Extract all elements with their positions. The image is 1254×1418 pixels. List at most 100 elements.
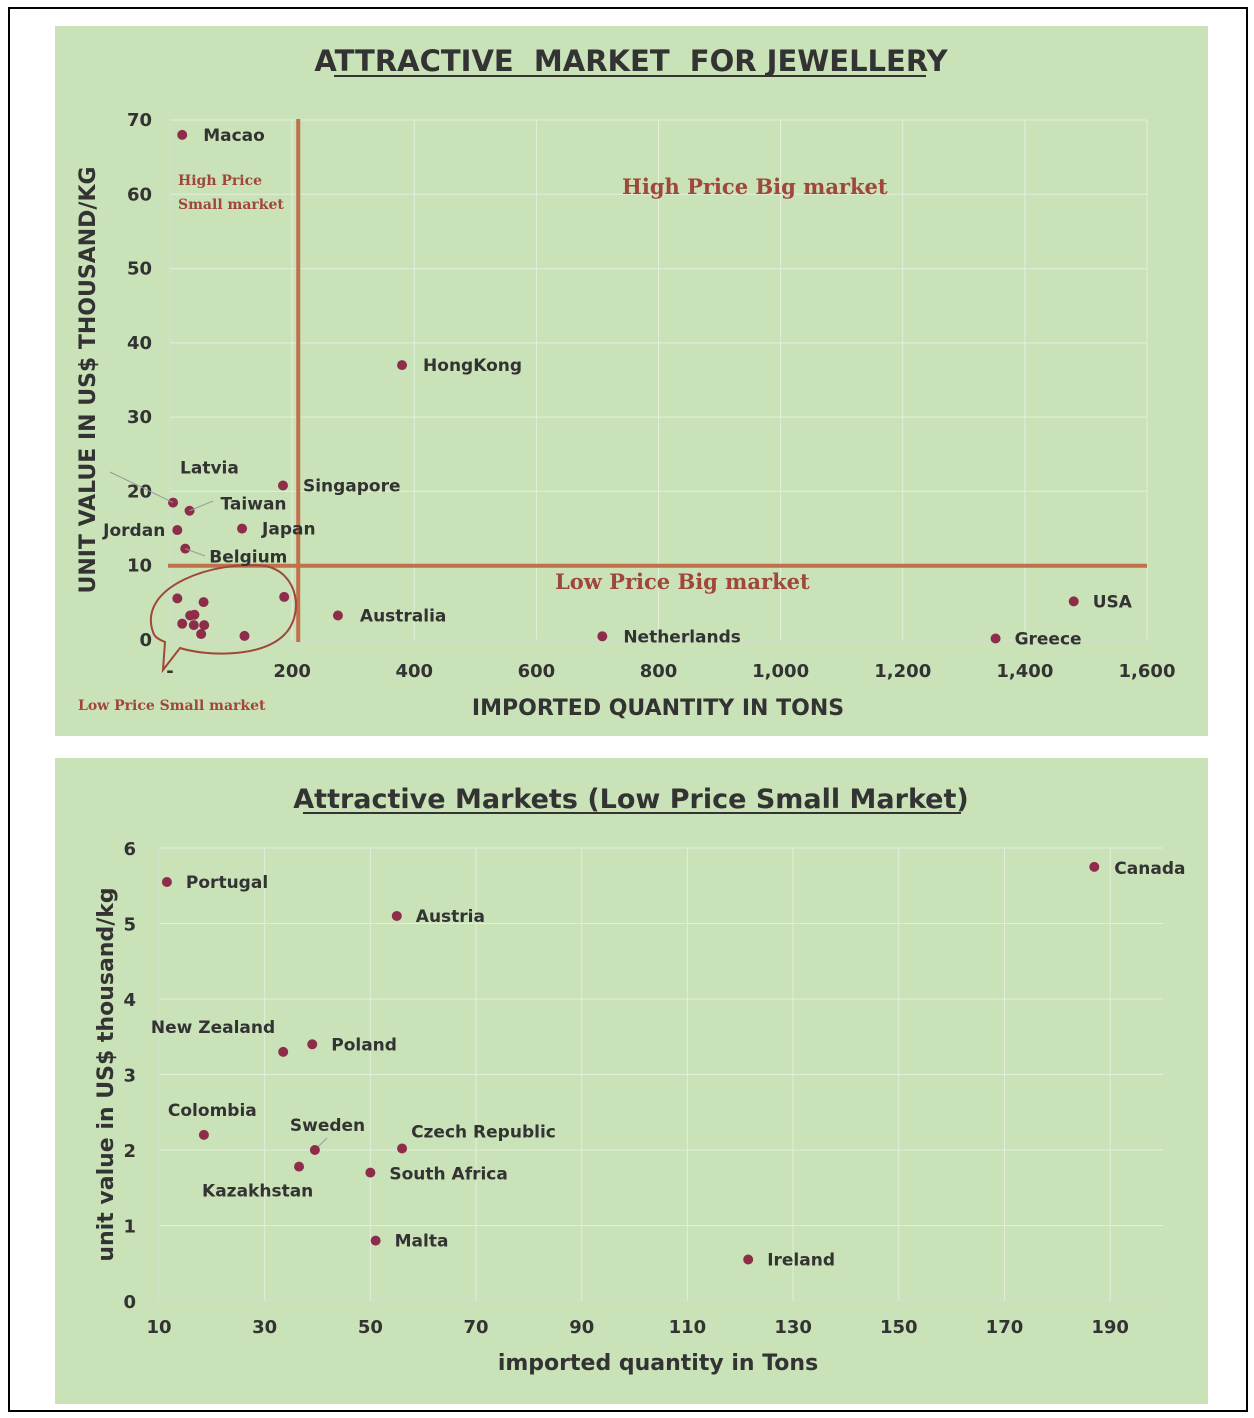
point-label-ireland: Ireland xyxy=(767,1250,835,1270)
y-axis-label: unit value in US$ thousand/kg xyxy=(94,887,119,1261)
point-label-austria: Austria xyxy=(416,907,485,927)
x-tick-label: 190 xyxy=(1091,1317,1129,1338)
quadrant-label-low-price-big: Low Price Big market xyxy=(555,569,810,594)
point-label-south-africa: South Africa xyxy=(389,1165,508,1185)
x-tick-label: 1,600 xyxy=(1119,661,1176,682)
chart-title: Attractive Markets (Low Price Small Mark… xyxy=(293,784,968,815)
point-label-netherlands: Netherlands xyxy=(623,627,741,647)
point-label-malta: Malta xyxy=(395,1232,449,1252)
y-tick-label: 4 xyxy=(123,990,136,1011)
data-point-unlabeled xyxy=(199,620,210,631)
point-label-canada: Canada xyxy=(1114,859,1185,879)
x-tick-label: 30 xyxy=(252,1317,277,1338)
data-point-poland xyxy=(307,1039,318,1050)
x-tick-label: 70 xyxy=(464,1317,489,1338)
y-tick-label: 3 xyxy=(123,1066,136,1087)
scatter-chart-low-price-small: Attractive Markets (Low Price Small Mark… xyxy=(94,784,1185,1376)
data-point-greece xyxy=(990,633,1001,644)
x-tick-label: 170 xyxy=(986,1317,1024,1338)
chart-panel-top: ATTRACTIVE MARKET FOR JEWELLERY -200 400 60… xyxy=(55,26,1208,736)
x-tick-label: 90 xyxy=(569,1317,594,1338)
point-label-colombia: Colombia xyxy=(168,1101,257,1121)
x-tick-label: 600 xyxy=(518,661,556,682)
point-label-macao: Macao xyxy=(203,126,265,146)
point-label-new-zealand: New Zealand xyxy=(151,1018,275,1038)
data-point-austria xyxy=(391,910,402,921)
data-point-singapore xyxy=(277,480,288,491)
point-label-singapore: Singapore xyxy=(303,476,401,496)
data-point-portugal xyxy=(161,876,172,887)
data-point-sweden xyxy=(309,1145,320,1155)
quadrant-label-low-price-small: Low Price Small market xyxy=(78,698,266,714)
data-point-unlabeled xyxy=(196,629,207,640)
point-label-australia: Australia xyxy=(360,606,447,626)
point-label-greece: Greece xyxy=(1015,630,1082,650)
point-label-kazakhstan: Kazakhstan xyxy=(202,1182,313,1202)
point-label-czech-republic: Czech Republic xyxy=(411,1122,556,1142)
x-tick-label: 10 xyxy=(146,1317,171,1338)
data-point-usa xyxy=(1068,596,1079,607)
data-point-south-africa xyxy=(365,1167,376,1178)
low-price-small-market-callout xyxy=(149,564,297,674)
y-tick-label: 30 xyxy=(127,407,152,428)
data-point-latvia xyxy=(168,497,179,508)
data-point-jordan xyxy=(172,525,183,536)
y-tick-label: 20 xyxy=(127,481,152,502)
data-point-czech-republic xyxy=(397,1143,408,1154)
y-tick-label: 5 xyxy=(123,915,136,936)
data-point-new-zealand xyxy=(278,1046,289,1057)
x-axis-label: IMPORTED QUANTITY IN TONS xyxy=(472,696,844,721)
point-label-portugal: Portugal xyxy=(186,873,268,893)
y-tick-label: 70 xyxy=(127,110,152,131)
y-tick-label: 50 xyxy=(127,259,152,280)
leader-line-belgium xyxy=(185,548,206,557)
y-tick-label: 60 xyxy=(127,184,152,205)
data-point-unlabeled xyxy=(172,593,183,604)
chart-panel-bottom: Attractive Markets (Low Price Small Mark… xyxy=(55,758,1208,1404)
data-point-unlabeled xyxy=(198,597,209,608)
data-point-malta xyxy=(370,1235,381,1246)
quadrant-label-high-price-big: High Price Big market xyxy=(622,174,888,199)
data-point-unlabeled xyxy=(177,618,188,629)
chart-title: ATTRACTIVE MARKET FOR JEWELLERY xyxy=(314,44,948,78)
data-point-unlabeled xyxy=(239,630,250,641)
data-point-canada xyxy=(1089,861,1100,872)
x-tick-label: 200 xyxy=(273,661,311,682)
point-label-belgium: Belgium xyxy=(209,548,287,568)
point-label-jordan: Jordan xyxy=(102,521,165,541)
point-label-hongkong: HongKong xyxy=(423,356,522,376)
y-tick-label: 40 xyxy=(127,333,152,354)
y-tick-label: 10 xyxy=(127,556,152,577)
x-tick-label: 50 xyxy=(358,1317,383,1338)
x-tick-label: - xyxy=(166,661,173,682)
x-tick-label: 1,000 xyxy=(752,661,809,682)
x-tick-label: 1,400 xyxy=(996,661,1053,682)
point-label-usa: USA xyxy=(1093,592,1133,612)
x-axis-label: imported quantity in Tons xyxy=(498,1351,818,1376)
data-point-macao xyxy=(177,129,188,140)
data-point-netherlands xyxy=(597,631,608,642)
point-label-latvia: Latvia xyxy=(180,459,239,479)
y-tick-label: 2 xyxy=(123,1141,136,1162)
y-axis-label: UNIT VALUE IN US$ THOUSAND/KG xyxy=(76,166,101,593)
data-point-hongkong xyxy=(397,360,408,371)
leader-line-taiwan xyxy=(189,500,214,512)
x-tick-label: 150 xyxy=(880,1317,918,1338)
data-point-unlabeled xyxy=(188,620,199,631)
quadrant-label-high-price-small-line2: Small market xyxy=(178,197,284,213)
point-label-poland: Poland xyxy=(331,1035,397,1055)
quadrant-label-high-price-small-line1: High Price xyxy=(178,173,262,189)
data-point-unlabeled xyxy=(279,591,290,602)
x-tick-label: 110 xyxy=(669,1317,707,1338)
point-label-sweden: Sweden xyxy=(290,1116,365,1136)
data-point-kazakhstan xyxy=(294,1161,305,1172)
data-point-colombia xyxy=(198,1129,209,1140)
data-point-australia xyxy=(332,610,343,621)
x-tick-label: 400 xyxy=(395,661,433,682)
point-label-taiwan: Taiwan xyxy=(221,495,287,515)
x-tick-label: 130 xyxy=(774,1317,812,1338)
data-point-unlabeled xyxy=(185,610,196,621)
data-point-ireland xyxy=(743,1254,754,1265)
y-tick-label: 0 xyxy=(123,1292,136,1313)
y-tick-label: 0 xyxy=(139,630,152,651)
